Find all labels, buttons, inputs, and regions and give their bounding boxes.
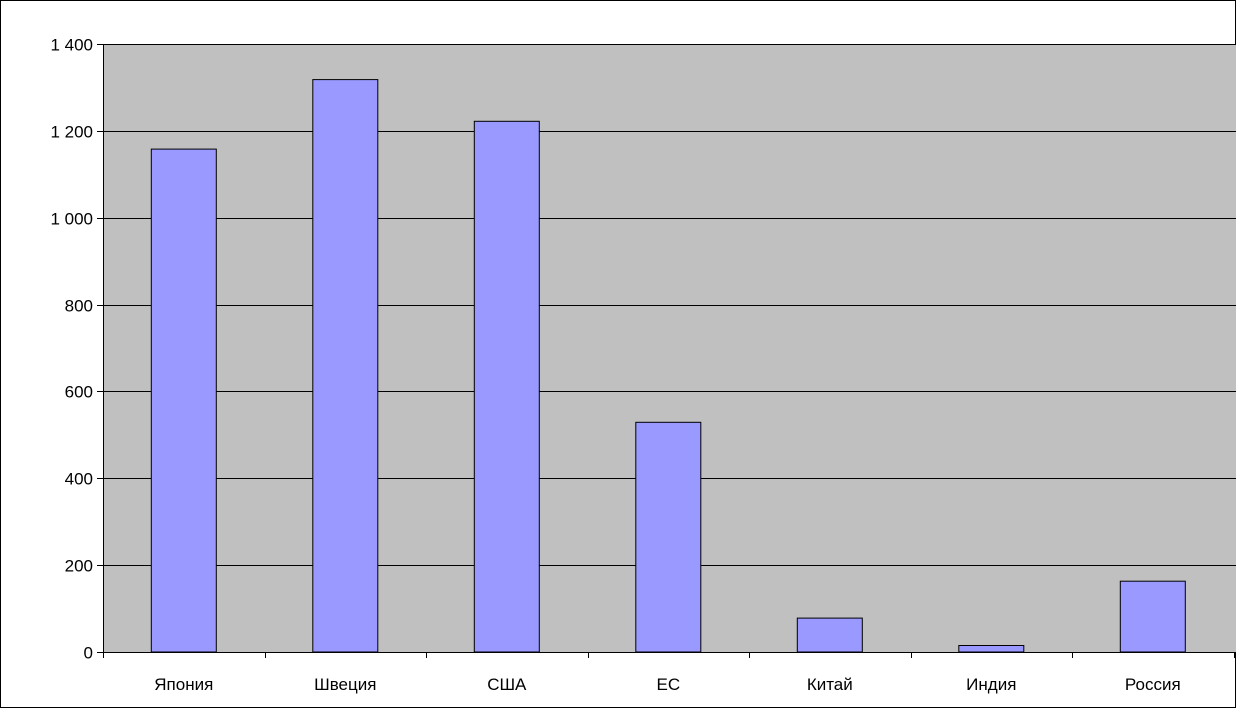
bar-5	[796, 617, 863, 653]
x-tick-label: Швеция	[314, 675, 376, 694]
y-tick-label: 600	[65, 383, 93, 402]
x-tick-label: Китай	[807, 675, 853, 694]
y-tick-label: 200	[65, 557, 93, 576]
x-tick-label: США	[487, 675, 527, 694]
x-tick-label: Индия	[966, 675, 1016, 694]
bar-6	[958, 645, 1025, 653]
x-tick-label: Япония	[154, 675, 213, 694]
gridlines	[103, 44, 1236, 566]
bar-3	[473, 120, 540, 653]
bar-1	[150, 148, 217, 653]
y-tick-label: 1 200	[50, 123, 93, 142]
axes	[97, 44, 1236, 653]
x-tick-label: ЕС	[656, 675, 680, 694]
y-tick-label: 800	[65, 297, 93, 316]
y-tick-label: 1 000	[50, 210, 93, 229]
bar-4	[635, 421, 702, 653]
y-tick-label: 400	[65, 470, 93, 489]
x-tick-label: Россия	[1125, 675, 1181, 694]
y-axis-ticks: 0 200 400 600 800 1 000 1 200 1 400	[50, 36, 103, 663]
x-axis-ticks: Япония Швеция США ЕС Китай Индия Россия	[103, 652, 1235, 694]
y-tick-label: 1 400	[50, 36, 93, 55]
bar-7	[1119, 580, 1186, 653]
y-tick-label: 0	[84, 644, 93, 663]
bar-2	[312, 79, 379, 653]
